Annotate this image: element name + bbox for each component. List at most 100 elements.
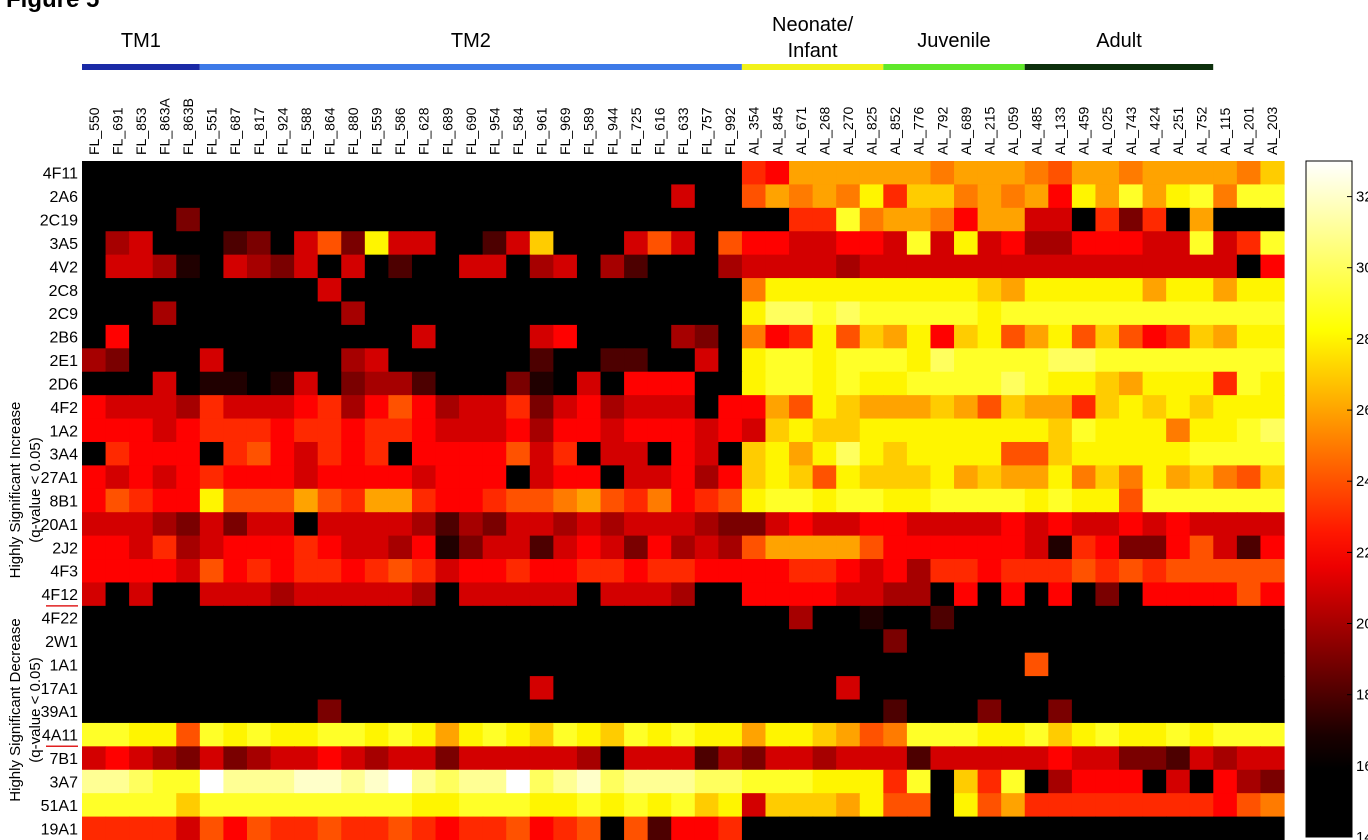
heatmap-cell xyxy=(459,699,484,724)
heatmap-cell xyxy=(600,722,625,747)
heatmap-cell xyxy=(930,816,955,840)
heatmap-cell xyxy=(411,652,437,677)
heatmap-cell xyxy=(152,418,177,443)
heatmap-cell xyxy=(1095,301,1120,326)
heatmap-cell xyxy=(294,231,319,256)
heatmap-cell xyxy=(836,395,861,420)
heatmap-cell xyxy=(294,699,319,724)
heatmap-cell xyxy=(294,441,319,466)
heatmap-cell xyxy=(883,231,908,256)
heatmap-cell xyxy=(270,699,295,724)
heatmap-cell xyxy=(930,605,955,630)
heatmap-cell xyxy=(364,488,389,513)
heatmap-cell xyxy=(129,441,154,466)
heatmap-cell xyxy=(1071,676,1097,701)
heatmap-cell xyxy=(506,278,531,303)
heatmap-cell xyxy=(176,629,201,654)
heatmap-cell xyxy=(930,512,955,537)
heatmap-cell xyxy=(1071,301,1097,326)
heatmap-cell xyxy=(1001,395,1026,420)
heatmap-cell xyxy=(1071,769,1097,794)
heatmap-cell xyxy=(1048,488,1073,513)
heatmap-cell xyxy=(812,652,837,677)
heatmap-cell xyxy=(482,582,507,607)
heatmap-cell xyxy=(482,512,507,537)
heatmap-cell xyxy=(1001,301,1026,326)
heatmap-cell xyxy=(624,488,649,513)
heatmap-cell xyxy=(105,535,130,560)
heatmap-cell xyxy=(1260,488,1285,513)
heatmap-cell xyxy=(624,184,649,209)
heatmap-cell xyxy=(765,512,790,537)
heatmap-cell xyxy=(553,395,578,420)
heatmap-cell xyxy=(1001,418,1026,443)
heatmap-cell xyxy=(576,746,602,771)
heatmap-cell xyxy=(482,278,507,303)
heatmap-cell xyxy=(129,371,154,396)
heatmap-cell xyxy=(1166,722,1191,747)
heatmap-cell xyxy=(482,441,507,466)
heatmap-cell xyxy=(246,418,272,443)
heatmap-cell xyxy=(435,231,460,256)
heatmap-cell xyxy=(930,231,955,256)
heatmap-cell xyxy=(1119,722,1144,747)
heatmap-cell xyxy=(647,793,672,818)
column-label: FL_616 xyxy=(651,107,667,155)
heatmap-cell xyxy=(954,722,979,747)
heatmap-cell xyxy=(836,535,861,560)
heatmap-cell xyxy=(718,231,743,256)
heatmap-cell xyxy=(1095,722,1120,747)
heatmap-cell xyxy=(1166,512,1191,537)
heatmap-cell xyxy=(317,184,342,209)
heatmap-cell xyxy=(388,278,413,303)
column-label: AL_852 xyxy=(887,107,903,155)
heatmap-cell xyxy=(812,629,837,654)
heatmap-cell xyxy=(1142,301,1167,326)
heatmap-cell xyxy=(553,278,578,303)
heatmap-cell xyxy=(1260,465,1285,490)
heatmap-cell xyxy=(529,161,554,186)
heatmap-cell xyxy=(789,769,814,794)
heatmap-cell xyxy=(1260,512,1285,537)
heatmap-cell xyxy=(576,512,602,537)
heatmap-cell xyxy=(883,722,908,747)
heatmap-cell xyxy=(199,722,225,747)
heatmap-cell xyxy=(789,488,814,513)
heatmap-cell xyxy=(388,652,413,677)
heatmap-cell xyxy=(1213,207,1238,232)
heatmap-cell xyxy=(624,535,649,560)
heatmap-cell xyxy=(176,769,201,794)
heatmap-cell xyxy=(812,418,837,443)
heatmap-cell xyxy=(977,769,1002,794)
heatmap-cell xyxy=(246,301,272,326)
heatmap-cell xyxy=(741,722,767,747)
heatmap-cell xyxy=(1166,699,1191,724)
heatmap-cell xyxy=(836,161,861,186)
heatmap-cell xyxy=(1142,465,1167,490)
colorbar-tick-label: 32 xyxy=(1356,189,1368,206)
heatmap-cell xyxy=(1119,441,1144,466)
heatmap-cell xyxy=(388,348,413,373)
heatmap-cell xyxy=(435,629,460,654)
heatmap-cell xyxy=(223,324,248,349)
heatmap-cell xyxy=(671,535,696,560)
heatmap-cell xyxy=(1001,441,1026,466)
heatmap-cell xyxy=(553,652,578,677)
heatmap-cell xyxy=(954,207,979,232)
heatmap-cell xyxy=(1048,184,1073,209)
heatmap-cell xyxy=(1095,278,1120,303)
heatmap-cell xyxy=(364,769,389,794)
row-label: 3A7 xyxy=(50,775,79,792)
heatmap-cell xyxy=(246,769,272,794)
heatmap-cell xyxy=(435,441,460,466)
heatmap-cell xyxy=(246,559,272,584)
heatmap-cell xyxy=(1071,161,1097,186)
heatmap-cell xyxy=(1119,465,1144,490)
heatmap-cell xyxy=(317,559,342,584)
heatmap-cell xyxy=(836,254,861,279)
heatmap-cell xyxy=(1001,207,1026,232)
heatmap-cell xyxy=(1001,231,1026,256)
heatmap-cell xyxy=(694,512,719,537)
heatmap-cell xyxy=(906,161,932,186)
heatmap-cell xyxy=(576,184,602,209)
